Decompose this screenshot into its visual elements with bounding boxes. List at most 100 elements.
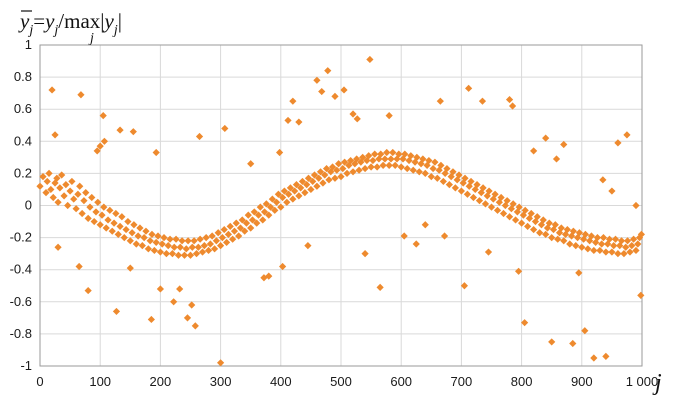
data-point bbox=[395, 150, 403, 158]
x-tick-label: 600 bbox=[390, 374, 412, 389]
data-point bbox=[36, 182, 44, 190]
ylabel-sub-j-2: j bbox=[52, 23, 58, 38]
data-point bbox=[505, 95, 514, 104]
data-point bbox=[599, 176, 607, 184]
data-point bbox=[511, 216, 520, 224]
data-point bbox=[587, 232, 596, 240]
data-point bbox=[542, 134, 550, 142]
data-point bbox=[359, 153, 367, 161]
data-point bbox=[590, 354, 598, 362]
data-point bbox=[84, 286, 92, 295]
data-point bbox=[100, 203, 108, 211]
data-point bbox=[407, 152, 415, 160]
data-point bbox=[560, 140, 568, 149]
data-point bbox=[340, 86, 348, 94]
data-point bbox=[563, 225, 571, 234]
data-point bbox=[76, 182, 84, 190]
data-point bbox=[172, 235, 180, 243]
data-point bbox=[72, 205, 80, 213]
ylabel-y: y bbox=[43, 9, 55, 33]
ylabel-eq: = bbox=[33, 9, 45, 33]
data-point bbox=[160, 234, 168, 242]
data-point bbox=[310, 171, 319, 179]
data-point bbox=[460, 282, 469, 290]
data-point bbox=[590, 246, 598, 255]
data-point bbox=[168, 250, 177, 258]
data-point bbox=[475, 197, 484, 205]
data-point bbox=[440, 232, 449, 240]
data-point bbox=[635, 234, 644, 242]
y-tick-label: -0.6 bbox=[10, 294, 32, 309]
data-point bbox=[427, 173, 435, 181]
data-point bbox=[297, 184, 305, 192]
data-point bbox=[315, 174, 323, 182]
data-point bbox=[487, 203, 496, 211]
data-point bbox=[366, 55, 374, 64]
data-point bbox=[339, 164, 347, 173]
y-tick-label: 0 bbox=[25, 198, 32, 213]
data-point bbox=[283, 198, 291, 206]
data-point bbox=[542, 230, 550, 238]
data-point bbox=[377, 150, 385, 158]
ylabel-y2: y bbox=[103, 9, 115, 33]
data-point bbox=[527, 209, 535, 218]
data-point bbox=[343, 169, 351, 177]
data-point bbox=[548, 338, 556, 346]
data-point bbox=[170, 298, 178, 306]
data-point bbox=[375, 155, 383, 163]
data-point bbox=[478, 97, 487, 105]
data-point bbox=[146, 237, 154, 245]
data-point bbox=[461, 174, 469, 182]
data-point bbox=[285, 190, 293, 198]
data-point bbox=[363, 156, 371, 165]
x-tick-label: 200 bbox=[150, 374, 172, 389]
data-point bbox=[191, 322, 199, 330]
data-point bbox=[569, 339, 577, 348]
data-point bbox=[260, 274, 268, 282]
data-point bbox=[439, 177, 447, 186]
data-point bbox=[265, 211, 273, 219]
data-point bbox=[415, 168, 423, 176]
data-point bbox=[170, 243, 178, 251]
data-point bbox=[457, 187, 465, 195]
data-point bbox=[82, 189, 90, 197]
data-point bbox=[328, 163, 337, 171]
data-point bbox=[391, 161, 399, 169]
data-point bbox=[531, 217, 540, 226]
data-point bbox=[598, 240, 606, 248]
data-point bbox=[347, 156, 355, 165]
data-point bbox=[64, 201, 72, 210]
data-point bbox=[397, 163, 405, 171]
data-point bbox=[393, 155, 401, 163]
data-point bbox=[138, 242, 146, 250]
data-point bbox=[632, 246, 640, 255]
data-point bbox=[628, 242, 636, 250]
data-point bbox=[221, 124, 229, 133]
data-point bbox=[521, 319, 529, 327]
data-point bbox=[489, 195, 497, 203]
data-point bbox=[433, 174, 441, 182]
data-point bbox=[403, 164, 411, 173]
data-point bbox=[178, 237, 186, 245]
data-point bbox=[481, 200, 490, 208]
data-point bbox=[371, 150, 379, 158]
y-tick-label: 0.2 bbox=[14, 165, 32, 180]
data-point bbox=[584, 245, 592, 253]
data-point bbox=[536, 229, 544, 237]
data-point bbox=[86, 203, 94, 211]
data-point bbox=[182, 245, 190, 253]
data-point bbox=[244, 211, 252, 219]
data-point bbox=[365, 152, 373, 160]
data-point bbox=[62, 181, 70, 189]
y-tick-label: 0.4 bbox=[14, 133, 32, 148]
data-point bbox=[602, 248, 610, 256]
data-point bbox=[413, 153, 421, 161]
data-point bbox=[503, 197, 511, 205]
data-point bbox=[560, 237, 568, 245]
data-point bbox=[77, 91, 85, 99]
data-point bbox=[56, 184, 64, 192]
data-point bbox=[353, 155, 361, 163]
data-point bbox=[313, 182, 321, 190]
data-point bbox=[421, 221, 429, 229]
